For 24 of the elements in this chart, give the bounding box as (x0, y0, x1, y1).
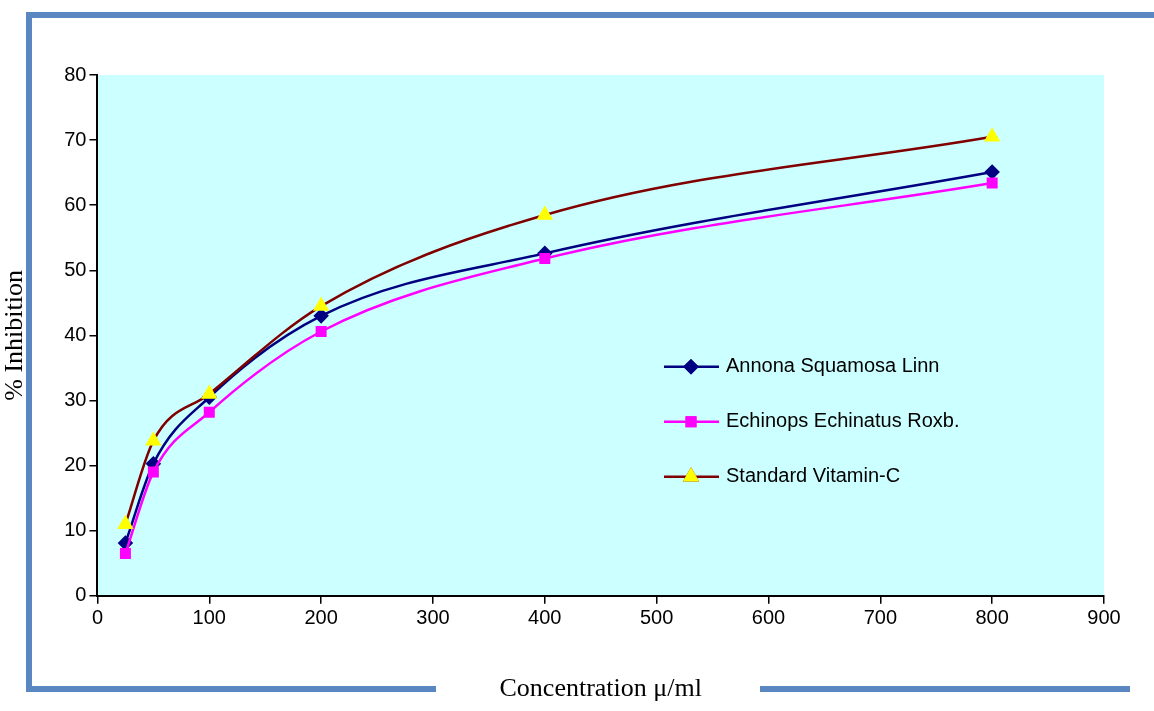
y-tick-label: 60 (64, 192, 87, 215)
y-tick-label: 30 (64, 388, 87, 411)
y-axis-title: % Inhibition (0, 270, 29, 401)
x-tick-label: 900 (1087, 606, 1121, 629)
x-tick-label: 800 (975, 606, 1009, 629)
y-tick-label: 0 (75, 583, 87, 606)
y-tick-label: 40 (64, 322, 87, 345)
x-axis-title: Concentration μ/ml (499, 673, 702, 703)
legend-label: Annona Squamosa Linn (726, 354, 940, 377)
y-tick-label: 50 (64, 257, 87, 280)
x-tick-label: 300 (416, 606, 450, 629)
y-tick-label: 70 (64, 127, 87, 150)
x-tick-label: 500 (639, 606, 674, 629)
legend-label: Standard Vitamin-C (726, 464, 901, 487)
x-tick-label: 400 (528, 606, 562, 629)
x-tick-label: 100 (192, 606, 226, 629)
y-tick-label: 10 (64, 518, 87, 541)
y-tick-label: 20 (64, 453, 87, 476)
x-tick-label: 600 (751, 606, 786, 629)
x-tick-label: 0 (91, 606, 104, 629)
x-tick-label: 200 (304, 606, 338, 629)
legend-label: Echinops Echinatus Roxb. (726, 409, 960, 432)
x-tick-label: 700 (863, 606, 898, 629)
y-tick-label: 80 (64, 62, 87, 85)
